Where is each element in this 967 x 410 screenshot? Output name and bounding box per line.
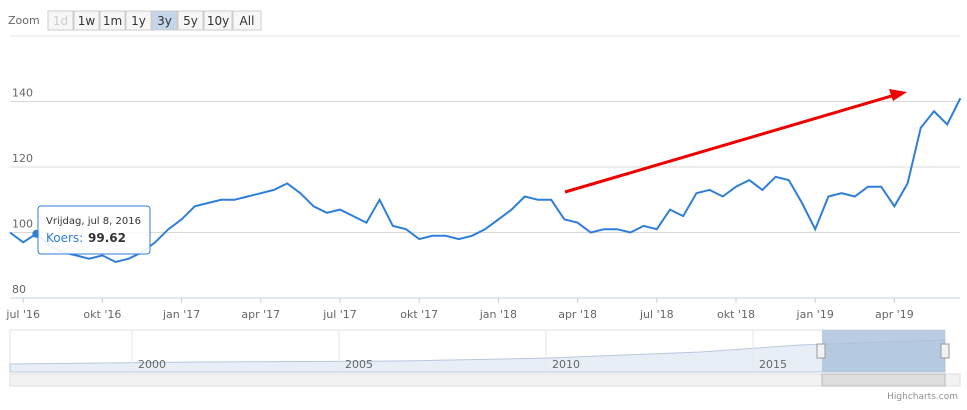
x-tick-label: jan '17 bbox=[162, 308, 200, 321]
plot bbox=[9, 97, 962, 264]
zoom-button-label[interactable]: 1m bbox=[103, 14, 122, 28]
tooltip-value: 99.62 bbox=[88, 231, 126, 245]
tooltip-date: Vrijdag, jul 8, 2016 bbox=[46, 216, 141, 227]
zoom-button[interactable] bbox=[125, 10, 152, 31]
zoom-button[interactable] bbox=[203, 10, 233, 31]
x-tick-label: apr '17 bbox=[241, 308, 280, 321]
tooltip-label: Koers: bbox=[46, 231, 83, 245]
zoom-button-label[interactable]: 3y bbox=[157, 14, 172, 28]
navigator-label: 2005 bbox=[345, 358, 373, 371]
x-tick-label: jul '16 bbox=[5, 308, 40, 321]
zoom-button-label[interactable]: All bbox=[240, 14, 255, 28]
x-tick-label: okt '16 bbox=[83, 308, 121, 321]
x-tick-label: jan '18 bbox=[479, 308, 517, 321]
navigator-label: 2010 bbox=[552, 358, 580, 371]
scrollbar[interactable] bbox=[9, 373, 961, 387]
navigator-handle[interactable] bbox=[940, 343, 950, 359]
navigator-label: 2000 bbox=[138, 358, 166, 371]
zoom-button[interactable] bbox=[47, 10, 74, 31]
navigator-handle[interactable] bbox=[816, 343, 826, 359]
arrow-head bbox=[889, 89, 907, 101]
credits: Highcharts.com bbox=[887, 392, 958, 402]
zoom-button-label[interactable]: 10y bbox=[207, 14, 229, 28]
arrow bbox=[564, 93, 896, 194]
scrollbar-thumb[interactable] bbox=[821, 373, 946, 387]
x-tick-label: okt '17 bbox=[400, 308, 438, 321]
zoom-button[interactable] bbox=[232, 10, 262, 31]
y-tick-label: 120 bbox=[12, 152, 33, 165]
zoom-button[interactable] bbox=[73, 10, 100, 31]
x-tick-label: jan '19 bbox=[796, 308, 834, 321]
x-tick-label: apr '18 bbox=[558, 308, 597, 321]
tooltip-box bbox=[37, 205, 151, 255]
grid: 80 100 120 140 jul '16 okt '16 jan '17 apr '17 j… bbox=[5, 87, 960, 321]
x-tick-label: jul '18 bbox=[639, 308, 674, 321]
zoom-label: Zoom bbox=[8, 14, 40, 27]
zoom-buttons: 1d 1w 1m 1y 3y 5y 10y All bbox=[47, 10, 262, 31]
x-tick-label: apr '19 bbox=[875, 308, 914, 321]
zoom-button[interactable] bbox=[177, 10, 204, 31]
zoom-button[interactable] bbox=[99, 10, 126, 31]
x-tick-label: jul '17 bbox=[322, 308, 357, 321]
zoom-button-label[interactable]: 1w bbox=[78, 14, 96, 28]
y-tick-label: 80 bbox=[12, 283, 26, 296]
y-tick-label: 140 bbox=[12, 87, 33, 100]
navigator-labels: 2000 2005 2010 2015 bbox=[131, 330, 787, 372]
zoom-button[interactable] bbox=[151, 10, 178, 31]
navigator-label: 2015 bbox=[759, 358, 787, 371]
line-series bbox=[9, 97, 962, 264]
zoom-button-label[interactable]: 1d bbox=[53, 14, 68, 28]
x-tick-label: okt '18 bbox=[717, 308, 755, 321]
zoom-button-label[interactable]: 1y bbox=[131, 14, 146, 28]
y-tick-label: 100 bbox=[12, 218, 33, 231]
zoom-button-label[interactable]: 5y bbox=[183, 14, 198, 28]
tooltip: Vrijdag, jul 8, 2016 Koers: 99.62 bbox=[37, 205, 151, 255]
navigator-range[interactable] bbox=[822, 330, 945, 372]
